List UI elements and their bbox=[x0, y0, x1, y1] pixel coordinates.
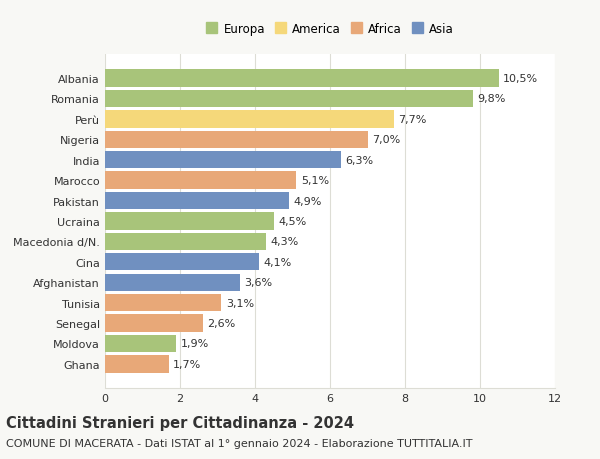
Text: 4,1%: 4,1% bbox=[263, 257, 292, 267]
Bar bbox=[105, 172, 296, 190]
Bar bbox=[105, 335, 176, 353]
Text: 1,9%: 1,9% bbox=[181, 339, 209, 349]
Bar bbox=[105, 131, 367, 149]
Text: 4,3%: 4,3% bbox=[271, 237, 299, 247]
Text: 4,5%: 4,5% bbox=[278, 217, 307, 226]
Text: 7,7%: 7,7% bbox=[398, 115, 427, 124]
Bar bbox=[105, 70, 499, 88]
Bar bbox=[105, 274, 240, 291]
Legend: Europa, America, Africa, Asia: Europa, America, Africa, Asia bbox=[203, 21, 457, 39]
Text: Cittadini Stranieri per Cittadinanza - 2024: Cittadini Stranieri per Cittadinanza - 2… bbox=[6, 415, 354, 431]
Bar bbox=[105, 355, 169, 373]
Bar bbox=[105, 151, 341, 169]
Bar bbox=[105, 233, 266, 251]
Text: 10,5%: 10,5% bbox=[503, 74, 538, 84]
Text: 2,6%: 2,6% bbox=[207, 319, 235, 328]
Bar bbox=[105, 294, 221, 312]
Bar bbox=[105, 213, 274, 230]
Text: COMUNE DI MACERATA - Dati ISTAT al 1° gennaio 2024 - Elaborazione TUTTITALIA.IT: COMUNE DI MACERATA - Dati ISTAT al 1° ge… bbox=[6, 438, 473, 448]
Text: 6,3%: 6,3% bbox=[346, 155, 374, 165]
Bar bbox=[105, 192, 289, 210]
Text: 4,9%: 4,9% bbox=[293, 196, 322, 206]
Text: 7,0%: 7,0% bbox=[372, 135, 400, 145]
Text: 3,1%: 3,1% bbox=[226, 298, 254, 308]
Bar bbox=[105, 253, 259, 271]
Text: 3,6%: 3,6% bbox=[245, 278, 272, 288]
Text: 9,8%: 9,8% bbox=[477, 94, 505, 104]
Text: 5,1%: 5,1% bbox=[301, 176, 329, 186]
Bar bbox=[105, 315, 203, 332]
Bar bbox=[105, 90, 473, 108]
Bar bbox=[105, 111, 394, 128]
Text: 1,7%: 1,7% bbox=[173, 359, 202, 369]
